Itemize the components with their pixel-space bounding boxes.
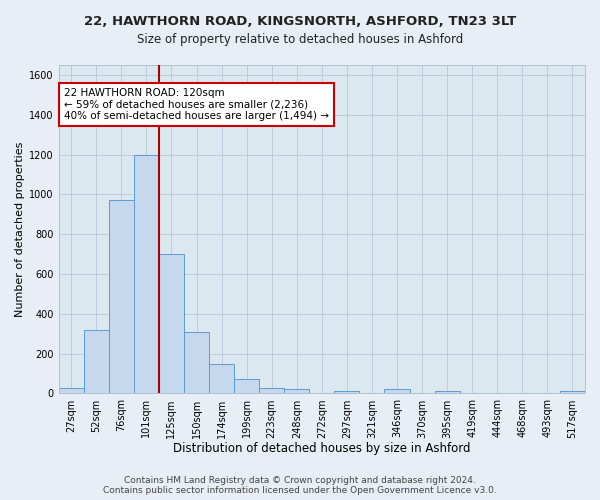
Bar [284, 390, 309, 394]
Bar [334, 392, 359, 394]
Bar [59, 388, 84, 394]
Bar [184, 332, 209, 394]
Text: Size of property relative to detached houses in Ashford: Size of property relative to detached ho… [137, 32, 463, 46]
Text: 22, HAWTHORN ROAD, KINGSNORTH, ASHFORD, TN23 3LT: 22, HAWTHORN ROAD, KINGSNORTH, ASHFORD, … [84, 15, 516, 28]
Bar [560, 392, 585, 394]
Y-axis label: Number of detached properties: Number of detached properties [15, 142, 25, 317]
Bar [234, 378, 259, 394]
Bar [134, 154, 159, 394]
Bar [209, 364, 234, 394]
Text: Contains HM Land Registry data © Crown copyright and database right 2024.
Contai: Contains HM Land Registry data © Crown c… [103, 476, 497, 495]
X-axis label: Distribution of detached houses by size in Ashford: Distribution of detached houses by size … [173, 442, 470, 455]
Bar [159, 254, 184, 394]
Bar [84, 330, 109, 394]
Bar [109, 200, 134, 394]
Bar [385, 390, 410, 394]
Bar [434, 392, 460, 394]
Bar [259, 388, 284, 394]
Text: 22 HAWTHORN ROAD: 120sqm
← 59% of detached houses are smaller (2,236)
40% of sem: 22 HAWTHORN ROAD: 120sqm ← 59% of detach… [64, 88, 329, 121]
